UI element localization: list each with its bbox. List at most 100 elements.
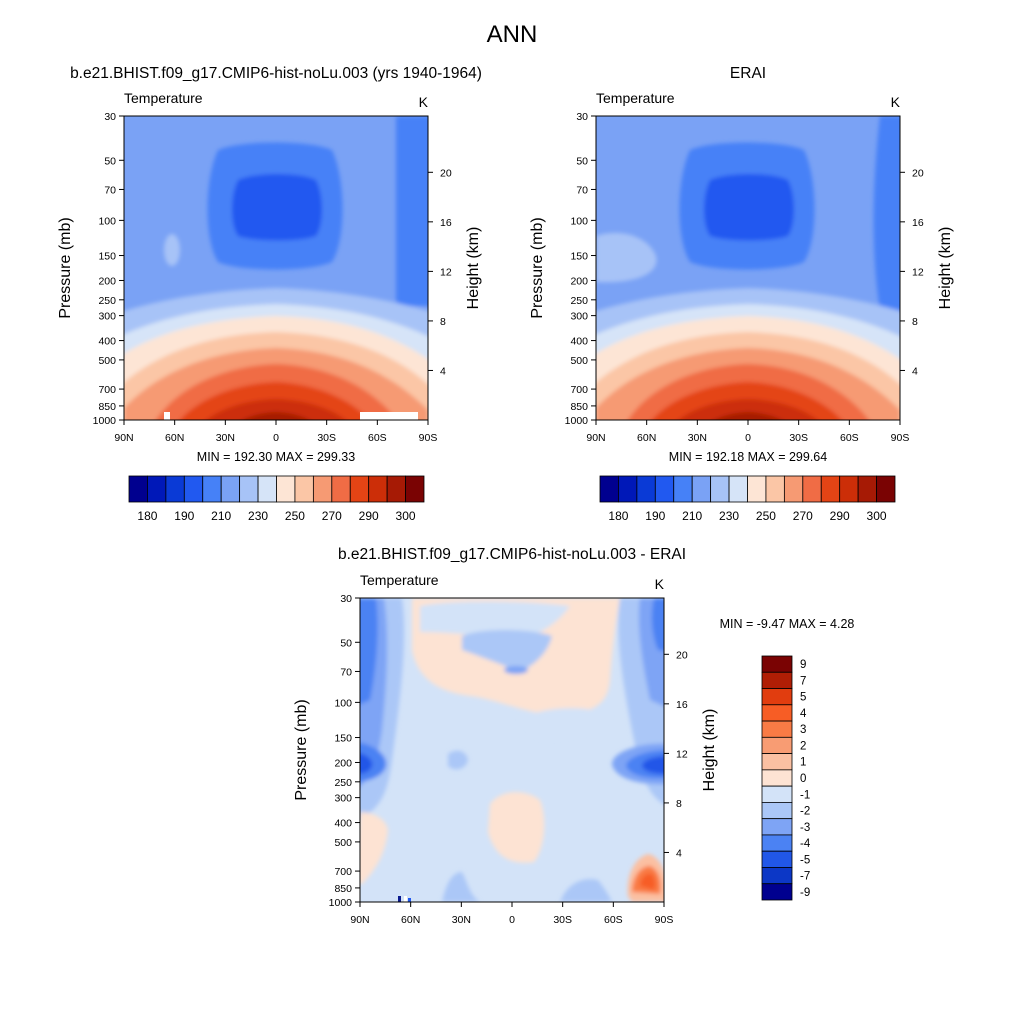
colorbar-box	[312, 475, 333, 503]
colorbar-label: -4	[800, 838, 811, 850]
colorbar-box	[761, 736, 793, 754]
colorbar-label: 7	[800, 675, 806, 687]
colorbar-label: 250	[756, 509, 776, 523]
panel-model: b.e21.BHIST.f09_g17.CMIP6-hist-noLu.003 …	[57, 65, 482, 523]
colorbar-box	[761, 818, 793, 836]
colorbar-label: 290	[359, 509, 379, 523]
height-axis-title: Height (km)	[465, 227, 482, 310]
y-tick-label: 200	[570, 275, 588, 287]
y-tick-label: 50	[576, 155, 588, 167]
colorbar-label: 270	[793, 509, 813, 523]
y-tick-label: 500	[334, 837, 352, 849]
y-tick-label: 100	[98, 215, 116, 227]
height-tick-label: 12	[912, 266, 924, 278]
colorbar-label: 0	[800, 773, 806, 785]
colorbar-label: -9	[800, 887, 810, 899]
y-tick-label: 70	[104, 184, 116, 196]
left-string: Temperature	[124, 90, 203, 106]
x-tick-label: 60S	[368, 432, 387, 444]
x-tick-label: 30N	[452, 914, 471, 926]
colorbar-label: 5	[800, 692, 806, 704]
y-tick-label: 30	[576, 111, 588, 123]
panel-title: ERAI	[730, 65, 766, 82]
y-tick-label: 850	[570, 401, 588, 413]
colorbar-label: -3	[800, 822, 810, 834]
colorbar-box	[783, 475, 804, 503]
colorbar-box	[599, 475, 619, 503]
colorbar-label: 250	[285, 509, 305, 523]
y-tick-label: 300	[334, 793, 352, 805]
y-tick-label: 1000	[329, 897, 353, 909]
missing-data	[164, 412, 170, 420]
panel-title: b.e21.BHIST.f09_g17.CMIP6-hist-noLu.003 …	[338, 546, 686, 563]
x-tick-label: 0	[745, 432, 751, 444]
x-tick-label: 90N	[350, 914, 369, 926]
y-tick-label: 150	[570, 251, 588, 263]
colorbar-box	[691, 475, 712, 503]
y-tick-label: 100	[334, 697, 352, 709]
contour-field	[596, 116, 900, 420]
band-neg-lower-2	[560, 879, 612, 902]
colorbar-box	[636, 475, 656, 503]
band-neg-right-200c	[642, 756, 664, 774]
band-295	[678, 399, 818, 420]
y-tick-label: 400	[334, 818, 352, 830]
x-tick-label: 60S	[840, 432, 859, 444]
height-tick-label: 16	[440, 217, 452, 229]
colorbar-box	[183, 475, 204, 503]
y-tick-label: 50	[340, 637, 352, 649]
y-tick-label: 850	[98, 401, 116, 413]
height-tick-label: 8	[676, 798, 682, 810]
missing-data	[398, 896, 401, 902]
minmax-label: MIN = 192.18 MAX = 299.64	[669, 450, 827, 464]
x-tick-label: 0	[273, 432, 279, 444]
colorbar-label: -7	[800, 871, 810, 883]
band-upper-lat	[873, 116, 900, 330]
colorbar-box	[761, 753, 793, 771]
missing-data	[408, 898, 411, 902]
colorbar-box	[405, 475, 425, 503]
band-neg-left-3	[360, 598, 378, 705]
x-tick-label: 30S	[789, 432, 808, 444]
colorbar-label: 190	[174, 509, 194, 523]
y-tick-label: 70	[576, 184, 588, 196]
height-tick-label: 20	[676, 649, 688, 661]
colorbar-label: 230	[719, 509, 739, 523]
x-tick-label: 0	[509, 914, 515, 926]
height-tick-label: 4	[912, 365, 918, 377]
band-neg-mid	[448, 750, 468, 770]
y-tick-label: 150	[334, 733, 352, 745]
band-neg-lower	[442, 872, 480, 902]
colorbar-label: 9	[800, 659, 806, 671]
band-warm-patch-3	[640, 873, 656, 890]
colorbar-label: 3	[800, 724, 806, 736]
x-tick-label: 90S	[655, 914, 674, 926]
band-pos-mid	[520, 708, 610, 739]
band-295	[206, 399, 346, 420]
height-tick-label: 8	[912, 316, 918, 328]
colorbar-box	[876, 475, 896, 503]
colorbar-box	[761, 720, 793, 738]
y-tick-label: 400	[98, 336, 116, 348]
colorbar-box	[386, 475, 406, 503]
colorbar-box	[857, 475, 877, 503]
y-tick-label: 700	[98, 384, 116, 396]
colorbar-label: 210	[682, 509, 702, 523]
colorbar-box	[276, 475, 296, 503]
colorbar-label: 290	[830, 509, 850, 523]
y-tick-label: 200	[334, 757, 352, 769]
warm-patch	[164, 234, 180, 266]
y-tick-label: 250	[570, 295, 588, 307]
y-axis-title: Pressure (mb)	[529, 217, 546, 318]
colorbar-box	[761, 834, 793, 852]
height-tick-label: 12	[440, 266, 452, 278]
x-tick-label: 30N	[688, 432, 707, 444]
band-300	[714, 412, 782, 420]
y-tick-label: 850	[334, 883, 352, 895]
colorbar-box	[349, 475, 370, 503]
height-tick-label: 16	[912, 217, 924, 229]
height-tick-label: 20	[440, 167, 452, 179]
colorbar-box	[747, 475, 767, 503]
panel-difference: b.e21.BHIST.f09_g17.CMIP6-hist-noLu.003 …	[293, 546, 854, 926]
